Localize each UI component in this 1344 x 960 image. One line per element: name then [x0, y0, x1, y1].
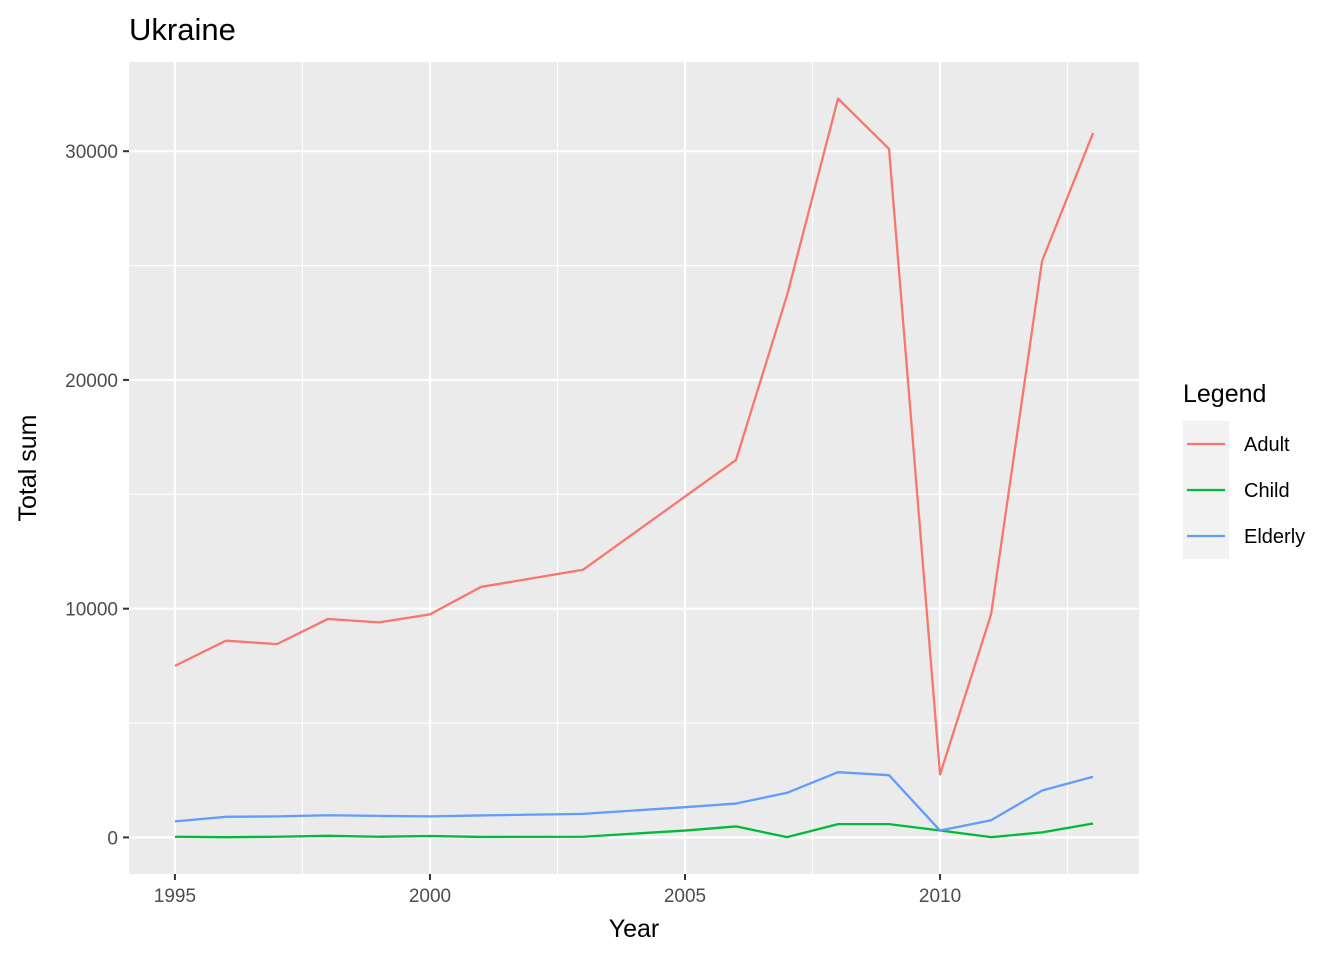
y-axis: 0 10000 20000 30000 [65, 142, 129, 849]
legend-title: Legend [1183, 380, 1266, 408]
y-tick-label: 10000 [65, 600, 118, 621]
y-tick-label: 20000 [65, 371, 118, 392]
major-grid [129, 62, 1139, 874]
x-tick-label: 2000 [409, 886, 451, 907]
legend: Legend Adult Child Elderly [1183, 380, 1305, 559]
plot-panel [129, 62, 1139, 874]
chart-title: Ukraine [129, 12, 236, 47]
y-tick-label: 0 [107, 828, 118, 849]
legend-label-child: Child [1244, 480, 1290, 502]
y-axis-title: Total sum [14, 415, 42, 522]
x-axis: 1995 2000 2005 2010 [154, 874, 961, 907]
series-line-elderly [174, 771, 1094, 832]
series-line-adult [174, 97, 1095, 776]
y-tick-label: 30000 [65, 142, 118, 163]
series-line-child [174, 822, 1094, 839]
series-lines [174, 97, 1095, 839]
x-tick-label: 1995 [154, 886, 196, 907]
x-axis-title: Year [609, 915, 660, 943]
legend-label-elderly: Elderly [1244, 526, 1305, 548]
x-tick-label: 2010 [919, 886, 961, 907]
legend-keys: Adult Child Elderly [1183, 421, 1305, 559]
legend-label-adult: Adult [1244, 434, 1290, 456]
x-tick-label: 2005 [664, 886, 706, 907]
